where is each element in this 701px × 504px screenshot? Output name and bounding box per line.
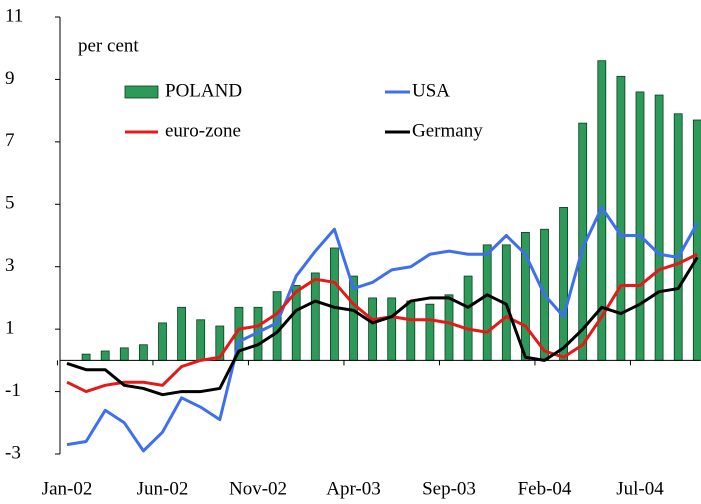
- bar: [444, 294, 454, 361]
- y-tick-label: -1: [5, 380, 21, 401]
- legend-swatch: [124, 85, 159, 99]
- bar: [406, 300, 416, 361]
- bar: [425, 303, 435, 361]
- y-tick-label: 1: [5, 318, 15, 339]
- y-tick-label: 3: [5, 255, 15, 276]
- x-tick-label: Jul-04: [616, 478, 664, 499]
- bar: [654, 94, 664, 361]
- x-tick-label: Sep-03: [422, 478, 476, 499]
- bar: [635, 91, 645, 361]
- bar: [177, 306, 187, 361]
- bar: [673, 113, 683, 361]
- legend-label: Germany: [412, 120, 483, 141]
- legend-label: euro-zone: [165, 120, 241, 141]
- bar: [196, 319, 206, 361]
- y-tick-label: 9: [5, 68, 15, 89]
- bar: [482, 244, 492, 361]
- bar: [272, 291, 282, 361]
- bar: [463, 275, 473, 361]
- y-tick-label: 7: [5, 130, 15, 151]
- x-tick-label: Nov-02: [229, 478, 287, 499]
- bar: [559, 207, 568, 361]
- bar: [387, 297, 397, 361]
- line-series: [66, 256, 699, 397]
- bar: [119, 347, 129, 361]
- bar: [138, 344, 148, 361]
- line-series: [66, 205, 699, 453]
- unit-annotation: per cent: [78, 35, 139, 56]
- bar: [616, 75, 626, 361]
- bar: [368, 297, 378, 361]
- bar: [692, 119, 701, 361]
- bar: [329, 247, 339, 361]
- y-tick-label: 5: [5, 193, 15, 214]
- y-tick-label: 11: [5, 5, 23, 26]
- y-tick-label: -3: [5, 442, 21, 463]
- legend-label: USA: [412, 80, 450, 101]
- bar: [100, 350, 110, 361]
- x-tick-label: Feb-04: [518, 478, 572, 499]
- x-tick-label: Apr-03: [326, 478, 381, 499]
- legend-label: POLAND: [165, 80, 242, 101]
- bar: [158, 322, 167, 361]
- x-tick-label: Jan-02: [42, 478, 93, 499]
- x-tick-label: Jun-02: [137, 478, 189, 499]
- bar: [310, 272, 320, 361]
- bar: [81, 353, 91, 361]
